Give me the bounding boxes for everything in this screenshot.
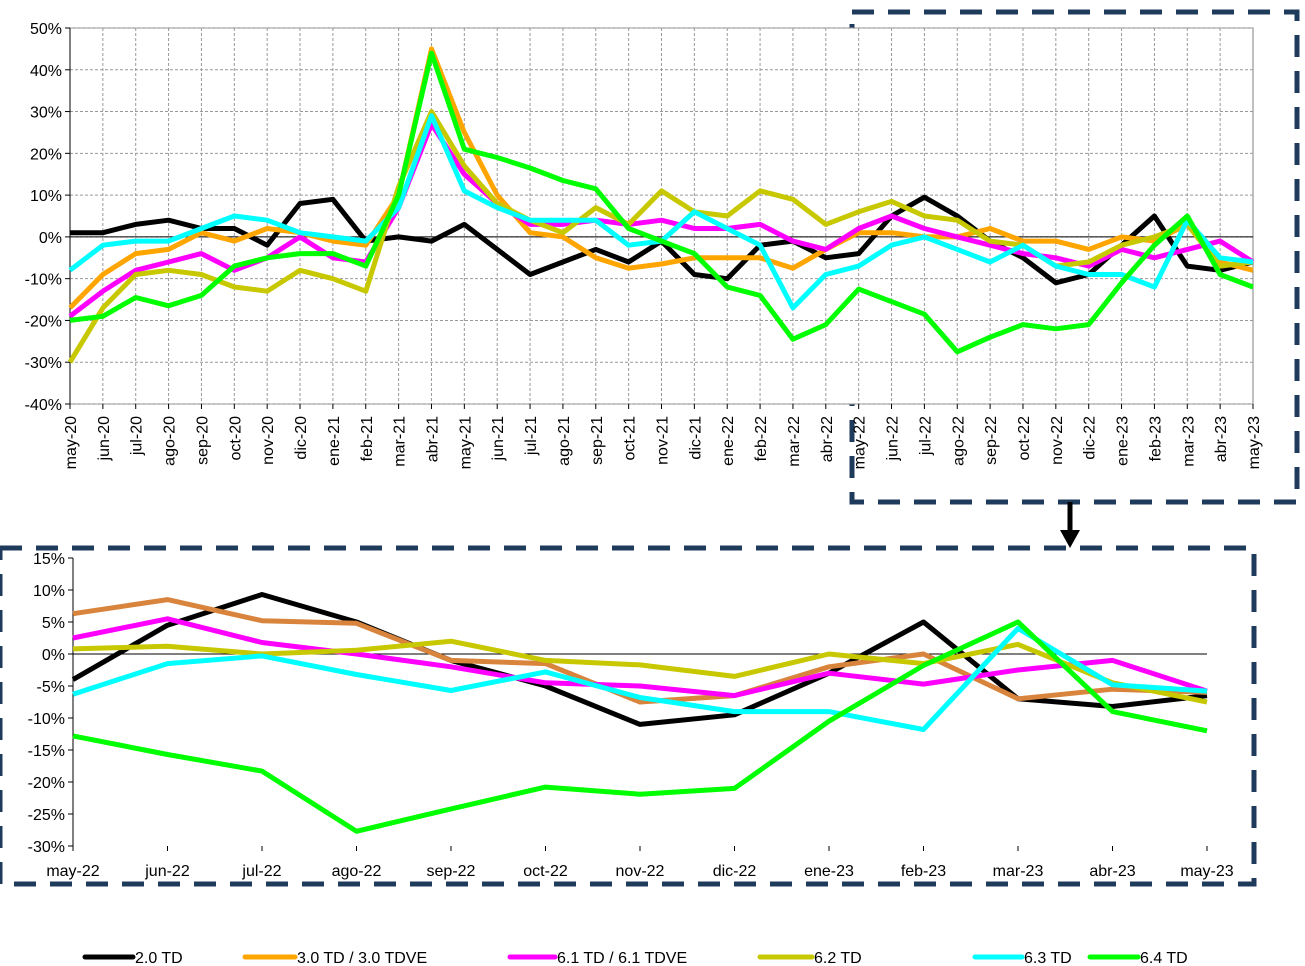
x-tick-label: nov-20 [260, 416, 277, 465]
y-tick-label: -10% [25, 272, 62, 289]
x-tick-label: nov-22 [1049, 416, 1066, 465]
legend-label: 2.0 TD [135, 950, 183, 966]
x-tick-label: oct-21 [622, 416, 639, 461]
x-tick-label: mar-23 [993, 863, 1044, 880]
x-tick-label: mar-23 [1180, 416, 1197, 467]
x-tick-label: abr-23 [1089, 863, 1135, 880]
y-tick-label: 0% [39, 230, 62, 247]
zoom-frame [0, 545, 1257, 887]
x-tick-label: may-22 [852, 416, 869, 469]
y-tick-label: -15% [28, 743, 65, 760]
x-tick-label: oct-22 [523, 863, 568, 880]
x-tick-label: jun-21 [490, 416, 507, 462]
x-tick-label: jul-22 [241, 863, 281, 880]
x-tick-label: dic-22 [1082, 416, 1099, 460]
x-tick-label: abr-22 [819, 416, 836, 462]
x-tick-label: mar-21 [392, 416, 409, 467]
series-line [72, 619, 1208, 834]
legend-label: 6.2 TD [814, 950, 862, 966]
y-tick-label: 10% [33, 583, 65, 600]
legend-label: 6.4 TD [1140, 950, 1188, 966]
x-tick-label: ene-21 [326, 416, 343, 466]
y-tick-label: 40% [30, 63, 62, 80]
arrow-head [1060, 530, 1080, 548]
x-tick-label: jul-20 [129, 416, 146, 456]
y-tick-label: 15% [33, 551, 65, 568]
x-tick-label: abr-21 [424, 416, 441, 462]
x-tick-label: feb-23 [901, 863, 946, 880]
y-tick-label: -25% [28, 807, 65, 824]
series-line [69, 50, 1254, 355]
x-tick-label: nov-21 [655, 416, 672, 465]
y-tick-label: -20% [25, 313, 62, 330]
x-tick-label: dic-21 [687, 416, 704, 460]
x-tick-label: nov-22 [616, 863, 665, 880]
y-tick-label: -20% [28, 775, 65, 792]
x-tick-label: may-22 [46, 863, 99, 880]
x-tick-label: feb-21 [359, 416, 376, 461]
x-tick-label: feb-22 [753, 416, 770, 461]
series-line [72, 625, 1208, 732]
y-tick-label: -40% [25, 397, 62, 414]
y-tick-label: -30% [25, 355, 62, 372]
x-tick-label: ago-21 [556, 416, 573, 466]
y-tick-label: -30% [28, 839, 65, 856]
x-tick-label: sep-20 [194, 416, 211, 465]
x-tick-label: may-21 [457, 416, 474, 469]
x-tick-label: dic-20 [293, 416, 310, 460]
x-tick-label: may-23 [1246, 416, 1263, 469]
legend-label: 3.0 TD / 3.0 TDVE [297, 950, 427, 966]
x-tick-label: may-23 [1180, 863, 1233, 880]
legend-label: 6.3 TD [1024, 950, 1072, 966]
x-tick-label: jul-22 [917, 416, 934, 456]
y-tick-label: 5% [42, 615, 65, 632]
y-tick-label: -10% [28, 711, 65, 728]
series-line [72, 616, 1208, 699]
x-tick-label: mar-22 [786, 416, 803, 467]
x-tick-label: ago-22 [950, 416, 967, 466]
x-tick-label: ene-22 [720, 416, 737, 466]
x-tick-label: feb-23 [1147, 416, 1164, 461]
x-tick-label: may-20 [63, 416, 80, 469]
x-tick-label: oct-20 [227, 416, 244, 461]
y-tick-label: -5% [37, 679, 65, 696]
x-tick-label: sep-22 [983, 416, 1000, 465]
series-line [68, 46, 1254, 310]
x-tick-label: ago-22 [332, 863, 382, 880]
x-tick-label: ene-23 [804, 863, 854, 880]
x-tick-label: sep-21 [589, 416, 606, 465]
x-tick-label: dic-22 [713, 863, 757, 880]
series-line [72, 597, 1208, 705]
y-tick-label: 50% [30, 21, 62, 38]
x-tick-label: jun-20 [96, 416, 113, 462]
x-tick-label: sep-22 [427, 863, 476, 880]
y-tick-label: 10% [30, 188, 62, 205]
x-tick-label: ago-20 [162, 416, 179, 466]
y-tick-label: 30% [30, 105, 62, 122]
y-tick-label: 20% [30, 146, 62, 163]
y-tick-label: 0% [42, 647, 65, 664]
x-tick-label: jun-22 [144, 863, 190, 880]
x-tick-label: ene-23 [1115, 416, 1132, 466]
legend-label: 6.1 TD / 6.1 TDVE [557, 950, 687, 966]
x-tick-label: abr-23 [1213, 416, 1230, 462]
x-tick-label: oct-22 [1016, 416, 1033, 461]
x-tick-label: jul-21 [523, 416, 540, 456]
x-tick-label: jun-22 [885, 416, 902, 462]
